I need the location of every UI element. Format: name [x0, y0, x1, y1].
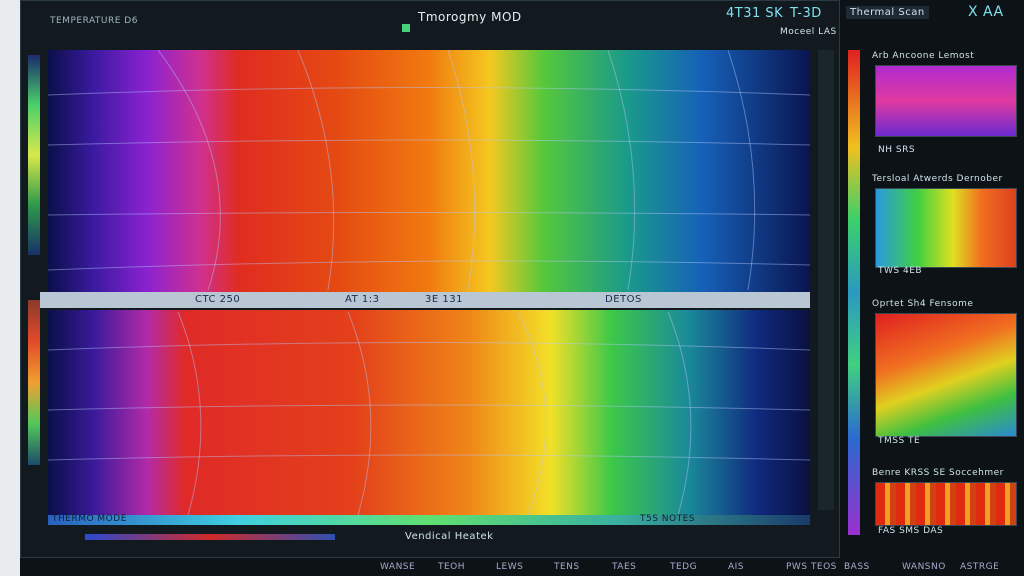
heatmap-top	[48, 50, 810, 292]
panel-title: Benre KRSS SE Soccehmer	[872, 468, 1004, 478]
bezel	[0, 0, 20, 576]
thumbnail[interactable]	[875, 313, 1017, 437]
footer-item[interactable]: AIS	[728, 562, 745, 572]
footer-item[interactable]: BASS	[844, 562, 870, 572]
footer-item[interactable]: TENS	[554, 562, 580, 572]
panel-caption: TMSS TE	[878, 436, 921, 446]
scrollbar[interactable]	[818, 50, 834, 510]
readout: T-3D	[790, 6, 822, 21]
panel-caption: TWS 4EB	[878, 266, 923, 276]
footer-item[interactable]: ASTRGE	[960, 562, 1000, 572]
status-led	[402, 24, 410, 32]
corner-label: X AA	[968, 4, 1004, 20]
colorbar	[28, 55, 40, 255]
strip-label: T5S NOTES	[640, 514, 696, 524]
footer: WANSE TEOH LEWS TENS TAES TEDG AIS PWS TEOS BASS…	[380, 562, 1024, 576]
panel-caption: NH SRS	[878, 145, 916, 155]
panel-caption: FAS SMS DAS	[878, 526, 944, 536]
footer-item[interactable]: TEOH	[438, 562, 466, 572]
divider-label: 3E 131	[425, 294, 463, 305]
heatmap-bottom	[48, 310, 810, 515]
timeline[interactable]	[85, 534, 335, 540]
window-title: Tmorogmy MOD	[418, 10, 522, 24]
divider-label: AT 1:3	[345, 294, 380, 305]
menu-button[interactable]: Thermal Scan	[846, 6, 929, 19]
thumbnail[interactable]	[875, 65, 1017, 137]
thumbnail[interactable]	[875, 188, 1017, 268]
divider-label: DETOS	[605, 294, 642, 305]
divider	[40, 292, 810, 308]
footer-item[interactable]: PWS TEOS	[786, 562, 837, 572]
footer-item[interactable]: LEWS	[496, 562, 524, 572]
caption: Vendical Heatek	[405, 531, 494, 542]
colorbar	[848, 50, 860, 535]
divider-label: CTC 250	[195, 294, 241, 305]
footer-item[interactable]: TAES	[612, 562, 637, 572]
footer-item[interactable]: WANSE	[380, 562, 416, 572]
footer-item[interactable]: TEDG	[670, 562, 698, 572]
footer-item[interactable]: WANSNO	[902, 562, 946, 572]
colorbar	[28, 300, 40, 465]
panel-title: Arb Ancoone Lemost	[872, 51, 975, 61]
panel-header: Moceel LAS	[780, 27, 837, 37]
readout: 4T31 SK	[726, 6, 784, 21]
panel-title: Oprtet Sh4 Fensome	[872, 299, 974, 309]
scale-strip	[48, 515, 810, 525]
grid-overlay	[48, 50, 810, 515]
left-label: TEMPERATURE D6	[50, 16, 138, 26]
strip-label: THERMO MODE	[52, 514, 127, 524]
thumbnail[interactable]	[875, 482, 1017, 526]
panel-title: Tersloal Atwerds Dernober	[872, 174, 1003, 184]
